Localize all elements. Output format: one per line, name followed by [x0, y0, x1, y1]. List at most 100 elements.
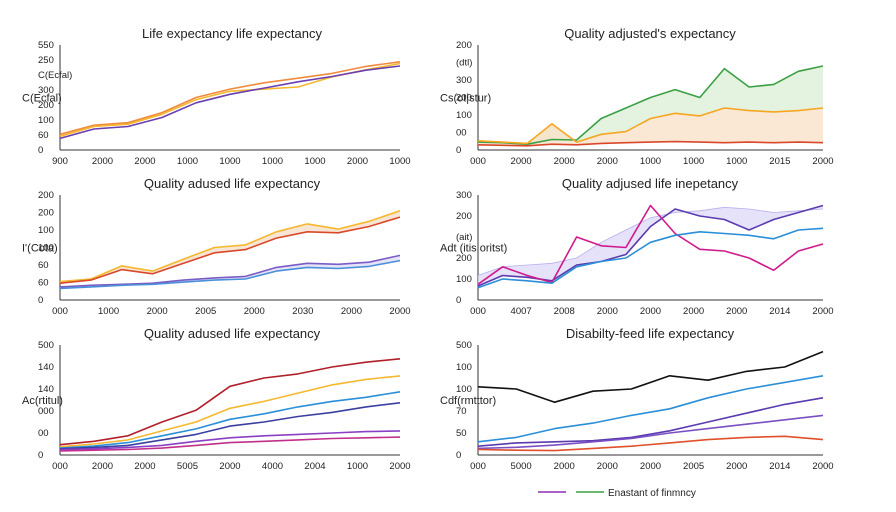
chart-panel: Quality adused life expectancy 0 60 60 100 10… — [22, 176, 411, 317]
x-tick-label: 900 — [52, 156, 68, 167]
y-tick-label: 60 — [38, 260, 49, 271]
series-line — [477, 397, 824, 447]
y-tick-label: 0 — [456, 145, 461, 156]
series-line — [477, 65, 824, 145]
x-tick-label: 000 — [470, 156, 486, 167]
series-line — [59, 65, 401, 140]
y-tick-label: 100 — [456, 384, 472, 395]
x-tick-label: 000 — [52, 461, 68, 472]
y-axis-label: I'(Cota) — [22, 243, 58, 255]
x-tick-label: 2000 — [389, 461, 410, 472]
x-tick-label: 1000 — [98, 306, 119, 317]
y-tick-label: 000 — [38, 406, 54, 417]
x-tick-label: 2000 — [389, 306, 410, 317]
chart-panel: Quality adjusted's expectancy00010020030… — [440, 26, 834, 167]
x-tick-label: 4000 — [262, 461, 283, 472]
chart-panel: Disabilty-feed life expectancy 0 50 70 100 10… — [440, 326, 834, 472]
x-tick-label: 1000 — [219, 156, 240, 167]
area-fill — [478, 205, 823, 286]
x-tick-label: 1000 — [304, 156, 325, 167]
x-tick-label: 1000 — [683, 156, 704, 167]
y-axis-label: Adt (itis oritst) — [440, 243, 507, 255]
y-axis-label: C(Ecfal) — [22, 93, 62, 105]
y-tick-label: 0 — [456, 450, 461, 461]
y-tick-label: 200 — [456, 40, 472, 51]
y-tick-label: 300 — [456, 190, 472, 201]
x-tick-label: 5005 — [177, 461, 198, 472]
x-tick-label: 000 — [470, 306, 486, 317]
y-tick-label: 00 — [456, 128, 467, 139]
x-tick-label: 2014 — [769, 306, 790, 317]
y-tick-label: 100 — [38, 243, 54, 254]
y-axis-label: Cdf(rmtttor) — [440, 395, 496, 407]
series-line — [477, 140, 824, 147]
x-tick-label: 2000 — [812, 461, 833, 472]
series-line — [59, 61, 401, 136]
y-tick-label: 200 — [38, 190, 54, 201]
legend-label: Enastant of finmncy — [608, 488, 696, 499]
area-fill — [478, 66, 823, 145]
y-tick-label: (ait) — [456, 232, 472, 243]
series-line — [477, 107, 824, 145]
x-tick-label: 2008 — [554, 306, 575, 317]
x-tick-label: 2000 — [812, 156, 833, 167]
y-tick-label: 100 — [456, 274, 472, 285]
x-tick-label: 5000 — [511, 461, 532, 472]
x-tick-label: 000 — [52, 306, 68, 317]
y-tick-label: 100 — [456, 110, 472, 121]
y-tick-label: 250 — [38, 55, 54, 66]
chart-panel: Life expectancy life expectancy 0 60 100 200… — [22, 26, 411, 167]
series-line — [59, 430, 401, 451]
series-line — [477, 206, 824, 276]
x-tick-label: 1000 — [726, 156, 747, 167]
y-tick-label: 140 — [38, 362, 54, 373]
y-tick-label: 200 — [38, 208, 54, 219]
series-line — [477, 204, 824, 285]
series-line — [477, 414, 824, 450]
y-tick-label: C(Ecfal) — [38, 70, 72, 81]
x-tick-label: 2000 — [640, 461, 661, 472]
y-tick-label: 0 — [456, 295, 461, 306]
x-tick-label: 2000 — [597, 156, 618, 167]
series-line — [477, 435, 824, 452]
y-tick-label: 00 — [38, 428, 49, 439]
x-tick-label: 1000 — [262, 156, 283, 167]
y-tick-label: 60 — [38, 130, 49, 141]
x-tick-label: 2000 — [134, 461, 155, 472]
y-tick-label: 100 — [38, 115, 54, 126]
x-tick-label: 2000 — [597, 461, 618, 472]
x-tick-label: 2000 — [92, 461, 113, 472]
y-axis-label: Cs(ot|stur) — [440, 93, 491, 105]
chart-panel: Quality adjused life inepetancy 0 100 200 (a… — [440, 176, 834, 317]
y-tick-label: 0 — [38, 145, 43, 156]
x-tick-label: 2000 — [812, 306, 833, 317]
area-fill — [478, 108, 823, 146]
x-tick-label: 2005 — [683, 461, 704, 472]
x-tick-label: 2000 — [640, 306, 661, 317]
y-tick-label: 100 — [38, 225, 54, 236]
x-tick-label: 2030 — [292, 306, 313, 317]
y-tick-label: 50 — [456, 428, 467, 439]
x-tick-label: 2000 — [511, 156, 532, 167]
series-line — [59, 210, 401, 283]
series-line — [59, 62, 401, 138]
series-line — [477, 227, 824, 289]
y-tick-label: 500 — [456, 340, 472, 351]
x-tick-label: 2000 — [134, 156, 155, 167]
y-tick-label: 550 — [38, 40, 54, 51]
series-line — [59, 216, 401, 284]
y-tick-label: 0 — [38, 450, 43, 461]
x-tick-label: 1000 — [347, 461, 368, 472]
y-tick-label: 200 — [456, 211, 472, 222]
x-tick-label: 2000 — [147, 306, 168, 317]
y-tick-label: 200 — [38, 100, 54, 111]
series-line — [59, 358, 401, 446]
series-line — [477, 350, 824, 404]
x-tick-label: 2000 — [726, 306, 747, 317]
x-tick-label: 2005 — [195, 306, 216, 317]
x-tick-label: 2000 — [726, 461, 747, 472]
series-line — [59, 259, 401, 290]
x-tick-label: 2004 — [304, 461, 325, 472]
x-tick-label: 1000 — [389, 156, 410, 167]
series-line — [59, 254, 401, 288]
